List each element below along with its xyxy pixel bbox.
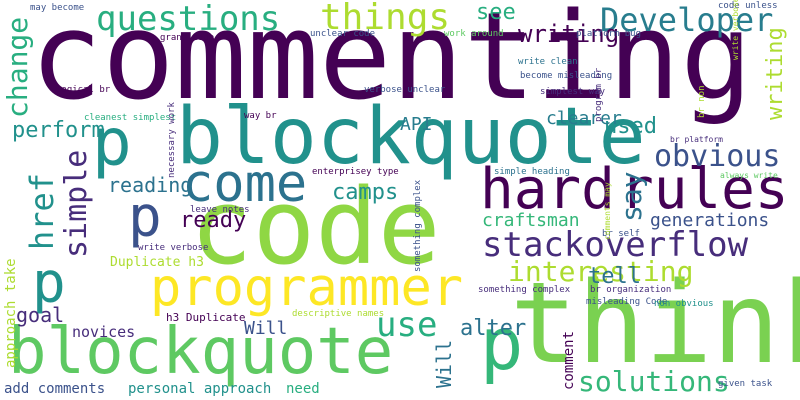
word-comments-may: simple heading — [494, 168, 570, 177]
word-come: come — [182, 158, 307, 210]
word-goal: camps — [332, 182, 398, 204]
word-write-clean: work around — [444, 30, 504, 39]
word-duplicate-h3: personal approach — [128, 382, 271, 396]
word-grand-code: may become — [30, 4, 84, 13]
word-ready: perform — [12, 120, 105, 142]
word-personal-approach: need — [286, 382, 320, 396]
word-br-non: logical br — [56, 86, 110, 95]
word-questions: questions — [96, 2, 280, 36]
word-generations: Will — [244, 320, 287, 338]
word-blockquote-bottom: blockquote — [8, 320, 393, 384]
word-simplest-way: write clean — [518, 58, 578, 67]
word-something-complex: something complex — [414, 180, 423, 272]
word-see: say — [618, 171, 646, 222]
word-platform-bug: unclear code — [310, 30, 375, 39]
word-cleanest-simplest: br non — [698, 85, 707, 118]
word-code-library: given task — [718, 380, 772, 389]
word-necessary-work: enterprisey type — [312, 168, 399, 177]
word-add-comments: novices — [72, 325, 135, 340]
word-writing: writing — [765, 27, 787, 120]
word-obvious: obvious — [654, 142, 780, 172]
word-write-verbose: write verbose — [732, 0, 740, 60]
word-need: clearer — [546, 110, 622, 128]
word-br-platform: cleanest simplest — [84, 114, 176, 123]
word-h3-duplicate: approach take — [4, 258, 18, 368]
word-simple-heading: way br — [244, 112, 277, 121]
word-leave-notes: always write — [720, 172, 778, 180]
word-camps: reading — [108, 175, 192, 195]
word-non-obvious: br organization — [590, 286, 671, 295]
word-p-2: p — [128, 190, 162, 246]
word-may-become: h3 Duplicate — [166, 312, 245, 323]
word-api: alter — [460, 318, 526, 340]
word-code-unless: comment — [562, 331, 576, 390]
word-descriptive-names: something complex — [478, 286, 570, 295]
word-work-around: grand code — [160, 34, 214, 43]
word-writing-something: comments may — [604, 182, 612, 240]
word-simple: simple — [62, 150, 92, 258]
word-comment: Duplicate h3 — [110, 256, 204, 269]
word-way-br: verbose unclear — [364, 86, 445, 95]
word-become-misleading: platform bug — [576, 30, 641, 39]
word-novices: generations — [650, 212, 769, 230]
word-crutch: goal — [16, 305, 64, 325]
word-change: change — [4, 17, 32, 118]
word-will: Will — [434, 340, 454, 388]
word-solutions: solutions — [578, 368, 730, 396]
word-approach-take: add comments — [4, 382, 105, 396]
word-clearer: craftsman — [482, 212, 580, 230]
word-enterprisey-type: necessary work — [168, 102, 177, 178]
word-always-write: br platform — [670, 136, 723, 144]
word-verbose-unclear: program br — [595, 68, 604, 122]
word-use: use — [376, 308, 437, 342]
word-unclear-code: code unless — [718, 2, 778, 11]
word-commenting-tends: non obvious — [654, 300, 714, 309]
word-self-documenting: descriptive names — [292, 310, 384, 319]
word-craftsman: API — [400, 116, 433, 134]
word-br-self: leave notes — [190, 206, 250, 215]
word-href: href — [26, 173, 58, 250]
word-br-organization: write verbose — [138, 244, 208, 253]
word-perform: see — [476, 2, 516, 24]
